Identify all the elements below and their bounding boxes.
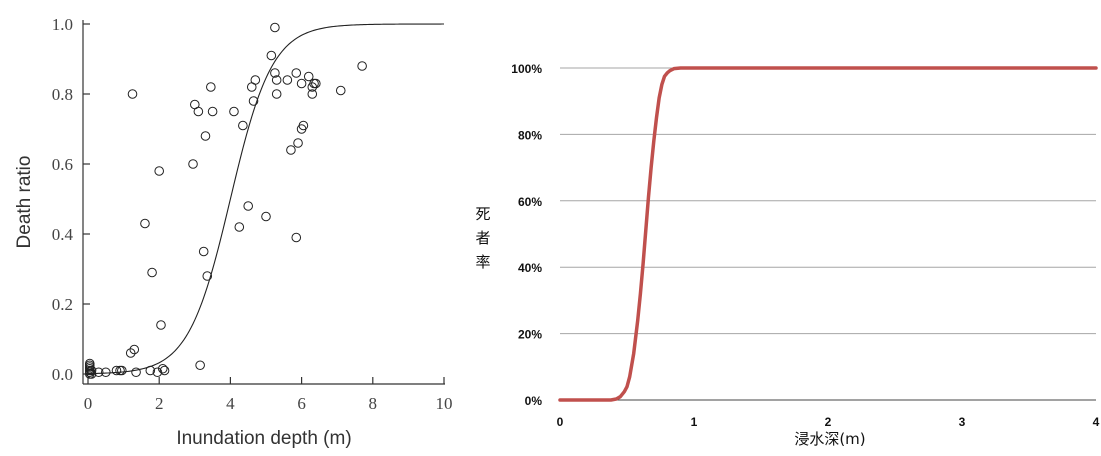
data-point (286, 145, 296, 155)
data-point (117, 365, 127, 376)
right-y-tick-label: 40% (518, 261, 542, 275)
data-point (129, 344, 140, 355)
left-y-tick-label: 0.2 (52, 295, 73, 314)
left-y-tick-label: 1.0 (52, 15, 73, 34)
left-y-axis-title: Death ratio (14, 156, 35, 249)
left-y-tick-label: 0.4 (52, 225, 74, 244)
data-point (154, 166, 164, 176)
data-point (298, 120, 309, 131)
data-point (93, 367, 104, 378)
data-point (195, 360, 205, 371)
data-point (248, 96, 259, 106)
right-x-tick-label: 2 (825, 415, 832, 429)
right-x-tick-label: 4 (1093, 415, 1100, 429)
right-x-tick-label: 1 (691, 415, 698, 429)
data-point (243, 201, 253, 211)
data-point (335, 85, 346, 96)
data-point (193, 106, 204, 117)
data-point (127, 89, 138, 99)
series-line (558, 66, 1098, 402)
fitted-curve (87, 23, 444, 375)
data-point (156, 320, 166, 330)
left-x-tick-label: 4 (226, 394, 235, 413)
data-point (291, 68, 302, 78)
data-point (234, 222, 245, 232)
data-point (147, 267, 157, 278)
left-y-tick-label: 0.0 (52, 365, 73, 384)
data-point (229, 106, 239, 117)
data-point (86, 365, 97, 376)
data-point (261, 211, 271, 222)
data-point (282, 75, 293, 85)
left-x-tick-label: 0 (84, 394, 93, 413)
left-x-tick-label: 10 (436, 394, 453, 413)
right-y-tick-label: 20% (518, 328, 542, 342)
data-point (206, 82, 216, 92)
data-point (207, 106, 218, 117)
left-x-axis-title: Inundation depth (m) (176, 428, 351, 449)
right-x-tick-label: 3 (959, 415, 966, 429)
right-y-tick-label: 100% (511, 62, 542, 76)
data-point (266, 50, 277, 61)
left-y-tick-label: 0.8 (52, 85, 73, 104)
data-point (270, 22, 280, 33)
data-point (250, 75, 261, 85)
data-point (198, 246, 209, 257)
data-point (157, 363, 168, 374)
data-point (159, 365, 170, 376)
right-y-axis-title-char: 死 (475, 205, 490, 223)
left-x-tick-label: 6 (297, 394, 306, 413)
data-point (291, 232, 302, 243)
data-point (111, 365, 122, 376)
left-x-tick-label: 8 (369, 394, 378, 413)
data-point (131, 367, 141, 378)
data-point (293, 138, 303, 148)
data-point (311, 78, 321, 89)
data-point (202, 271, 213, 281)
right-y-axis-title: 死者率 (475, 205, 490, 271)
right-y-tick-label: 80% (518, 128, 542, 142)
data-point (270, 68, 280, 78)
data-point (152, 367, 163, 378)
left-x-tick-label: 2 (155, 394, 164, 413)
data-point (200, 131, 211, 141)
data-point (84, 358, 95, 369)
left-y-tick-label: 0.6 (52, 155, 73, 174)
data-point (307, 89, 318, 99)
right-y-axis-title-char: 率 (475, 253, 490, 271)
right-x-axis-title: 浸水深(m) (794, 430, 865, 448)
data-point (86, 369, 97, 379)
data-point (140, 218, 150, 229)
data-point (271, 89, 282, 99)
data-point (238, 120, 248, 131)
right-x-tick-label: 0 (557, 415, 564, 429)
right-chart: 0% 20% 40% 60% 80% 100% 0 1 2 3 4 浸水深(m) 死者率 (475, 62, 1099, 448)
right-y-tick-label: 60% (518, 195, 542, 209)
right-y-tick-label: 0% (525, 394, 543, 408)
data-point (271, 75, 282, 85)
data-point (357, 61, 367, 71)
left-chart: 0.0 0.2 0.4 0.6 0.8 1.0 0 2 4 6 8 10 Inundation dep… (14, 15, 453, 449)
data-point (101, 367, 111, 378)
data-point (303, 71, 314, 82)
data-point (188, 159, 198, 169)
data-point (296, 78, 307, 89)
data-point (125, 348, 136, 358)
right-y-axis-title-char: 者 (475, 229, 490, 247)
